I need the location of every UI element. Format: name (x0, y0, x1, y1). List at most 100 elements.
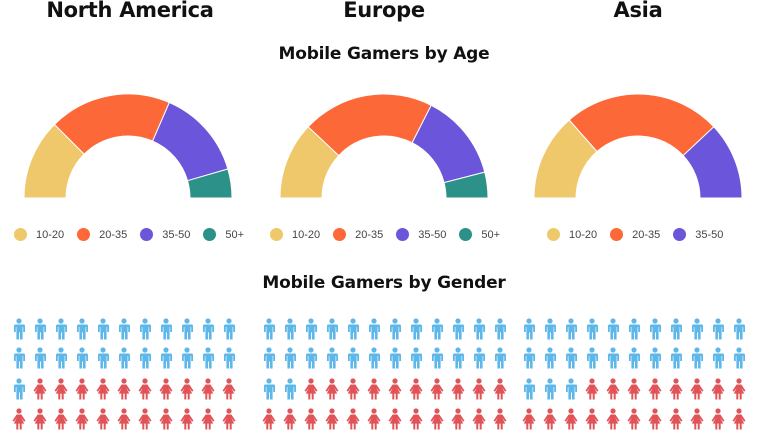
region-title-asia: Asia (613, 0, 663, 22)
legend-dot-icon (14, 228, 27, 241)
male-person-icon (690, 347, 704, 369)
male-person-icon (451, 318, 465, 340)
age-legend-north-america: 10-20 20-35 35-50 50+ (14, 228, 257, 241)
male-person-icon (388, 318, 402, 340)
female-person-icon (304, 408, 318, 430)
arc-segment-35-50 (151, 101, 229, 182)
male-person-icon (543, 347, 557, 369)
legend-dot-icon (333, 228, 347, 241)
legend-label: 35-50 (695, 228, 724, 241)
female-person-icon (54, 378, 68, 400)
male-person-icon (222, 347, 236, 369)
female-person-icon (54, 408, 68, 430)
male-person-icon (304, 347, 318, 369)
male-person-icon (493, 318, 507, 340)
legend-dot-icon (140, 228, 154, 241)
male-person-icon (606, 347, 620, 369)
male-person-icon (325, 318, 339, 340)
male-person-icon (54, 318, 68, 340)
female-person-icon (627, 378, 641, 400)
female-person-icon (262, 408, 276, 430)
female-person-icon (493, 378, 507, 400)
legend-label: 10-20 (36, 228, 65, 241)
female-person-icon (325, 408, 339, 430)
female-person-icon (138, 378, 152, 400)
male-person-icon (262, 318, 276, 340)
female-person-icon (522, 408, 536, 430)
male-person-icon (96, 318, 110, 340)
male-person-icon (648, 318, 662, 340)
male-person-icon (472, 347, 486, 369)
female-person-icon (711, 408, 725, 430)
male-person-icon (585, 347, 599, 369)
legend-dot-icon (396, 228, 410, 241)
male-person-icon (669, 318, 683, 340)
male-person-icon (732, 347, 746, 369)
male-person-icon (430, 318, 444, 340)
male-person-icon (409, 347, 423, 369)
female-person-icon (159, 378, 173, 400)
female-person-icon (648, 378, 662, 400)
female-person-icon (585, 408, 599, 430)
legend-item-20-35: 20-35 (77, 228, 127, 241)
male-person-icon (262, 378, 276, 400)
male-person-icon (304, 318, 318, 340)
legend-item-10-20: 10-20 (547, 228, 597, 241)
female-person-icon (409, 378, 423, 400)
female-person-icon (283, 408, 297, 430)
female-person-icon (472, 378, 486, 400)
legend-item-20-35: 20-35 (333, 228, 383, 241)
female-person-icon (430, 408, 444, 430)
female-person-icon (451, 408, 465, 430)
female-person-icon (180, 378, 194, 400)
legend-label: 35-50 (162, 228, 191, 241)
male-person-icon (367, 347, 381, 369)
region-title-europe: Europe (343, 0, 425, 22)
male-person-icon (262, 347, 276, 369)
age-section-title: Mobile Gamers by Age (278, 44, 490, 64)
male-person-icon (585, 318, 599, 340)
female-person-icon (201, 378, 215, 400)
male-person-icon (627, 318, 641, 340)
male-person-icon (117, 347, 131, 369)
female-person-icon (201, 408, 215, 430)
gender-section-title: Mobile Gamers by Gender (262, 273, 506, 293)
male-person-icon (522, 378, 536, 400)
female-person-icon (325, 378, 339, 400)
female-person-icon (367, 378, 381, 400)
female-person-icon (669, 408, 683, 430)
female-person-icon (346, 408, 360, 430)
male-person-icon (409, 318, 423, 340)
female-person-icon (159, 408, 173, 430)
female-person-icon (409, 408, 423, 430)
legend-item-35-50: 35-50 (140, 228, 190, 241)
legend-label: 20-35 (355, 228, 384, 241)
male-person-icon (33, 347, 47, 369)
female-person-icon (222, 408, 236, 430)
arc-segment-50+ (443, 171, 489, 199)
legend-item-10-20: 10-20 (14, 228, 64, 241)
female-person-icon (430, 378, 444, 400)
female-person-icon (564, 408, 578, 430)
legend-dot-icon (77, 228, 91, 241)
male-person-icon (522, 318, 536, 340)
female-person-icon (222, 378, 236, 400)
male-person-icon (367, 318, 381, 340)
male-person-icon (543, 378, 557, 400)
legend-dot-icon (673, 228, 687, 241)
female-person-icon (472, 408, 486, 430)
legend-label: 20-35 (99, 228, 128, 241)
female-person-icon (388, 378, 402, 400)
male-person-icon (564, 378, 578, 400)
female-person-icon (304, 378, 318, 400)
age-half-donut-asia (533, 93, 743, 199)
legend-label: 10-20 (569, 228, 598, 241)
male-person-icon (648, 347, 662, 369)
region-title-north-america: North America (46, 0, 214, 22)
female-person-icon (388, 408, 402, 430)
male-person-icon (690, 318, 704, 340)
legend-dot-icon (203, 228, 217, 241)
legend-label: 20-35 (632, 228, 661, 241)
male-person-icon (430, 347, 444, 369)
male-person-icon (606, 318, 620, 340)
